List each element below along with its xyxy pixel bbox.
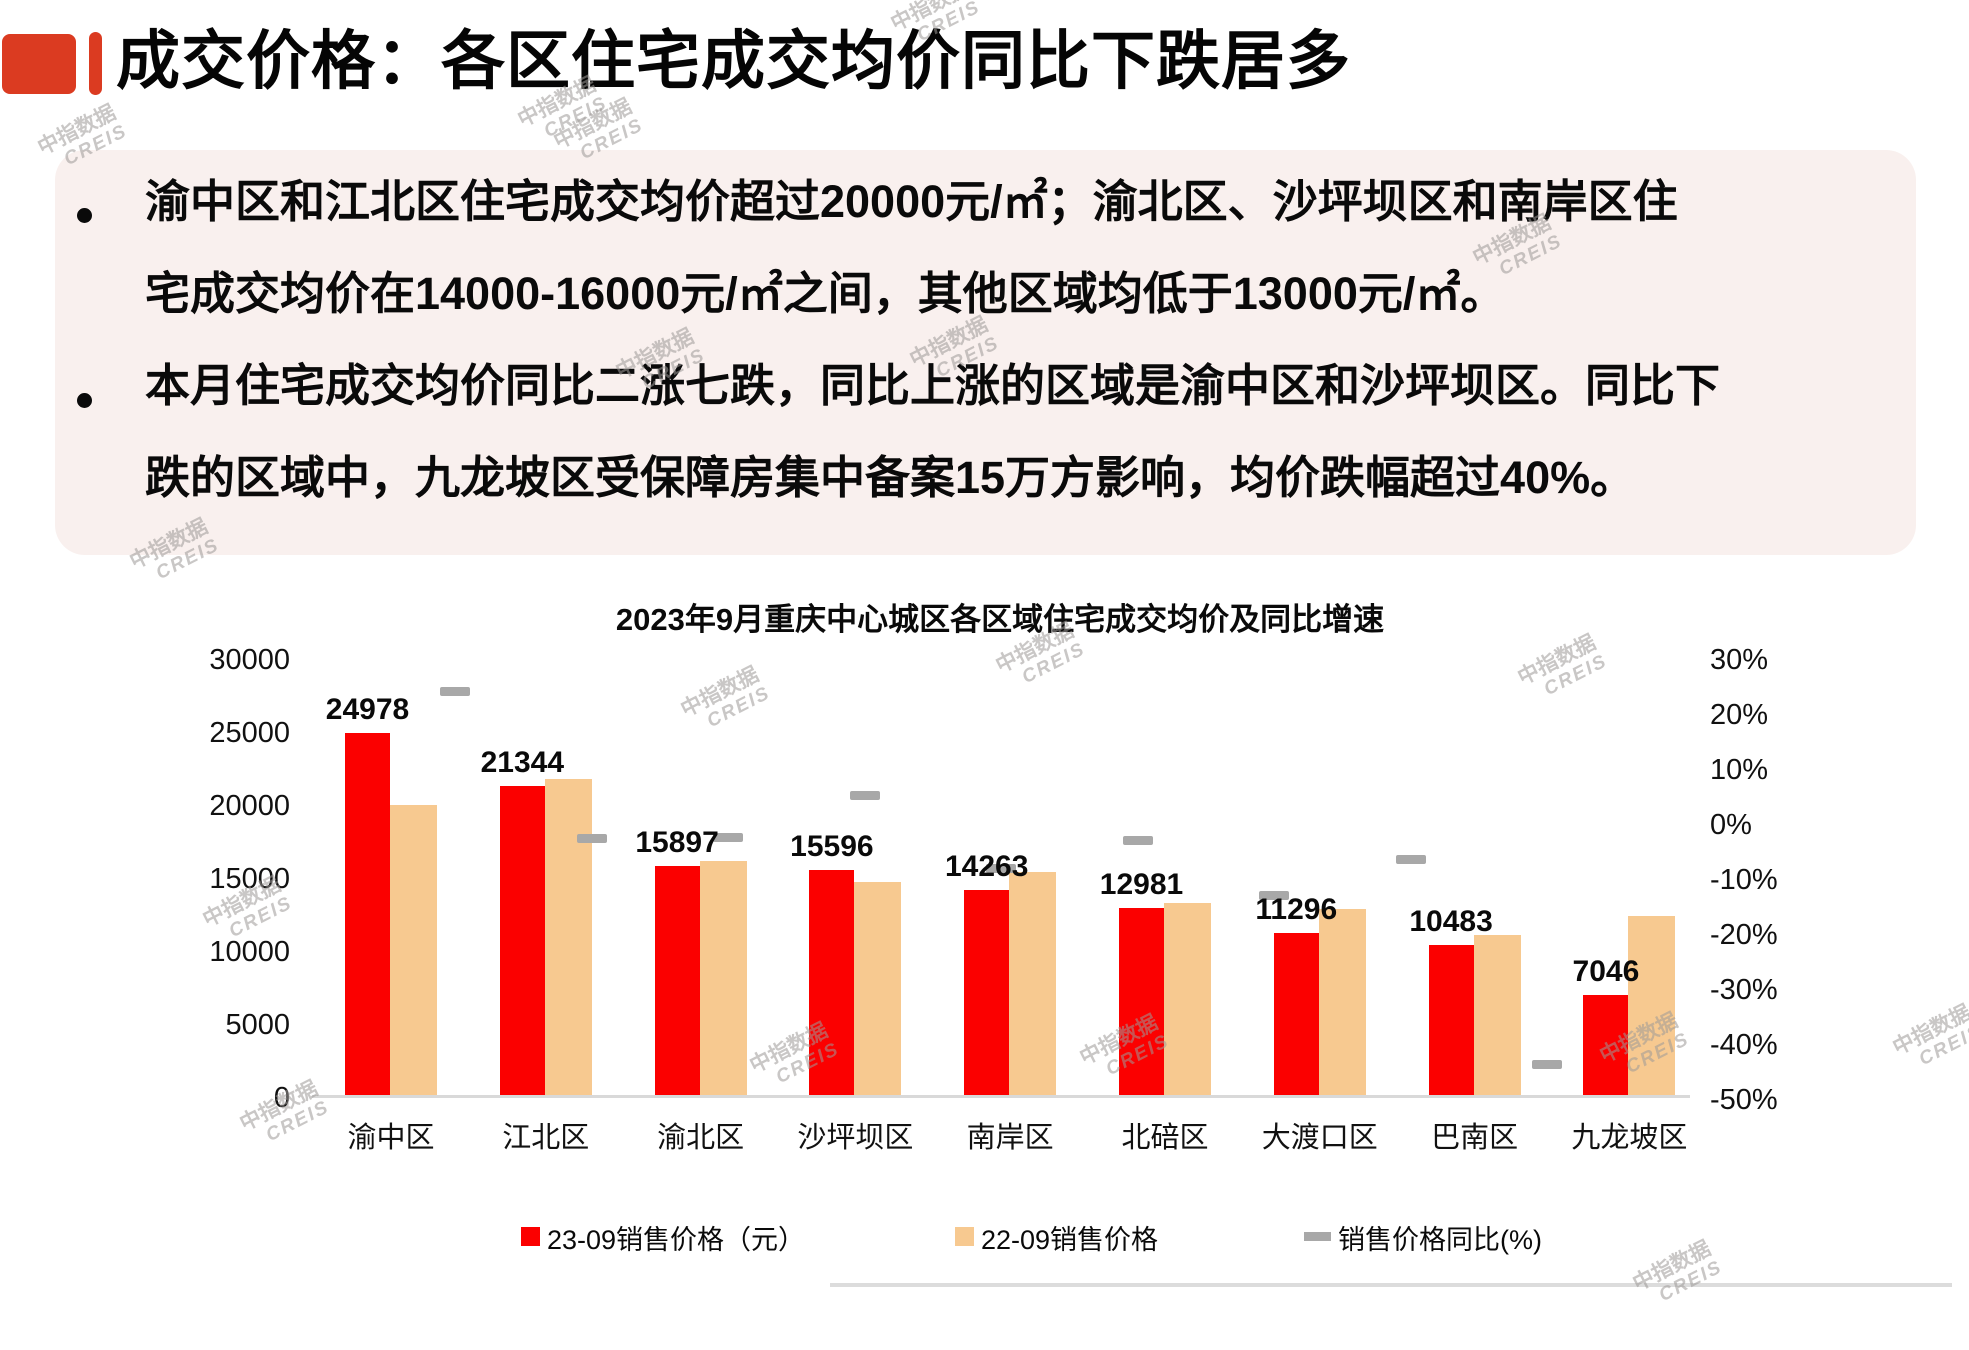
watermark: 中指数据 CREIS	[677, 662, 775, 741]
bar-23-09	[1119, 908, 1164, 1098]
yoy-dash-marker	[1395, 854, 1426, 864]
legend-label: 销售价格同比(%)	[1338, 1225, 1542, 1255]
bar-23-09	[499, 786, 545, 1098]
left-axis-tick: 30000	[209, 644, 290, 676]
bar-23-09	[1273, 933, 1319, 1098]
bullet-1-line-2: 宅成交均价在14000-16000元/㎡之间，其他区域均低于13000元/㎡。	[145, 268, 1506, 319]
left-axis-tick: 15000	[209, 863, 290, 895]
bar-value-label: 14263	[944, 849, 1029, 883]
right-axis-tick: -40%	[1710, 1029, 1778, 1061]
yoy-dash-marker	[1532, 1060, 1562, 1070]
x-axis-label: 沙坪坝区	[797, 1122, 914, 1154]
legend-dash	[1304, 1232, 1331, 1241]
x-axis-label: 巴南区	[1431, 1122, 1519, 1154]
yoy-dash-marker	[1259, 891, 1289, 901]
legend-swatch	[521, 1227, 540, 1246]
right-axis-tick: 0%	[1710, 809, 1752, 841]
bar-22-09	[699, 861, 747, 1098]
yoy-dash-marker	[849, 791, 880, 801]
right-axis-tick: -10%	[1710, 864, 1778, 896]
bar-23-09	[1428, 944, 1474, 1098]
right-axis-tick: 10%	[1710, 754, 1769, 786]
watermark-subtext: CREIS	[1540, 650, 1611, 701]
bar-22-09	[1628, 915, 1676, 1098]
bar-22-09	[854, 881, 902, 1098]
watermark-text: 中指数据	[1514, 630, 1600, 690]
bar-22-09	[1473, 935, 1521, 1098]
bullet-1: 渝中区和江北区住宅成交均价超过20000元/㎡；渝北区、沙坪坝区和南岸区住 宅成…	[145, 156, 1850, 340]
x-axis-label: 北碚区	[1121, 1122, 1209, 1154]
title-accent-bar	[89, 32, 102, 95]
chart-title: 2023年9月重庆中心城区各区域住宅成交均价及同比增速	[615, 602, 1385, 637]
bullet-2: 本月住宅成交均价同比二涨七跌，同比上涨的区域是渝中区和沙坪坝区。同比下 跌的区域…	[145, 340, 1850, 524]
legend-label: 22-09销售价格	[981, 1225, 1159, 1255]
right-axis-tick: -20%	[1710, 919, 1778, 951]
bullet-2-line-1: 本月住宅成交均价同比二涨七跌，同比上涨的区域是渝中区和沙坪坝区。同比下	[145, 360, 1721, 411]
bar-23-09	[345, 733, 390, 1098]
x-axis-label: 渝北区	[657, 1122, 745, 1154]
legend-swatch	[955, 1227, 974, 1246]
bar-22-09	[1009, 871, 1057, 1098]
bar-23-09	[654, 865, 700, 1098]
yoy-dash-marker	[576, 833, 607, 843]
x-axis-label: 江北区	[502, 1122, 590, 1154]
bar-23-09	[964, 889, 1010, 1098]
watermark-subtext: CREIS	[1655, 1256, 1726, 1307]
watermark: 中指数据 CREIS	[1629, 1237, 1727, 1315]
bar-value-label: 21344	[480, 746, 565, 780]
x-axis-label: 南岸区	[966, 1122, 1054, 1154]
bar-value-label: 12981	[1099, 868, 1184, 902]
bar-22-09	[390, 804, 437, 1098]
legend-label: 23-09销售价格（元）	[547, 1225, 806, 1255]
yoy-dash-marker	[713, 832, 743, 842]
x-axis-line	[312, 1095, 1690, 1098]
page-title: 成交价格：各区住宅成交均价同比下跌居多	[116, 25, 1351, 97]
yoy-dash-marker	[1122, 836, 1153, 846]
bar-value-label: 15596	[790, 830, 874, 864]
bar-23-09	[809, 870, 855, 1098]
right-axis-tick: 30%	[1710, 644, 1769, 676]
footer-divider	[830, 1283, 1952, 1287]
x-axis-label: 九龙坡区	[1571, 1122, 1688, 1154]
bar-22-09	[1164, 902, 1211, 1098]
bullet-dot	[77, 208, 92, 223]
right-axis-tick: -30%	[1710, 974, 1778, 1006]
watermark-text: 中指数据	[550, 94, 636, 154]
bar-23-09	[1583, 995, 1629, 1098]
right-axis-tick: -50%	[1710, 1084, 1778, 1116]
watermark-subtext: CREIS	[1018, 638, 1089, 689]
title-accent-block	[2, 34, 76, 94]
left-axis-tick: 10000	[209, 936, 290, 968]
watermark-text: 中指数据	[1889, 1000, 1969, 1060]
bar-value-label: 7046	[1572, 955, 1640, 989]
yoy-dash-marker	[440, 687, 470, 697]
watermark-subtext: CREIS	[1915, 1020, 1969, 1071]
bar-value-label: 10483	[1409, 904, 1493, 938]
bar-22-09	[544, 778, 592, 1098]
left-axis-tick: 25000	[209, 717, 290, 749]
left-axis-tick: 0	[273, 1082, 290, 1114]
bullet-2-line-2: 跌的区域中，九龙坡区受保障房集中备案15万方影响，均价跌幅超过40%。	[145, 452, 1636, 503]
right-axis-tick: 20%	[1710, 699, 1769, 731]
x-axis-label: 大渡口区	[1261, 1122, 1378, 1154]
bar-value-label: 24978	[325, 693, 410, 727]
bar-value-label: 11296	[1255, 893, 1338, 927]
bar-22-09	[1318, 908, 1366, 1098]
watermark-text: 中指数据	[677, 662, 763, 722]
watermark: 中指数据 CREIS	[1889, 1000, 1969, 1079]
bullet-1-line-1: 渝中区和江北区住宅成交均价超过20000元/㎡；渝北区、沙坪坝区和南岸区住	[145, 176, 1678, 227]
left-axis-tick: 20000	[209, 790, 290, 822]
summary-box	[55, 150, 1916, 555]
bar-value-label: 15897	[635, 825, 719, 859]
watermark: 中指数据 CREIS	[1514, 630, 1612, 709]
yoy-dash-marker	[986, 864, 1016, 874]
x-axis-label: 渝中区	[347, 1122, 435, 1154]
left-axis-tick: 5000	[225, 1009, 290, 1041]
watermark-subtext: CREIS	[703, 682, 774, 733]
bullet-dot	[77, 393, 92, 408]
